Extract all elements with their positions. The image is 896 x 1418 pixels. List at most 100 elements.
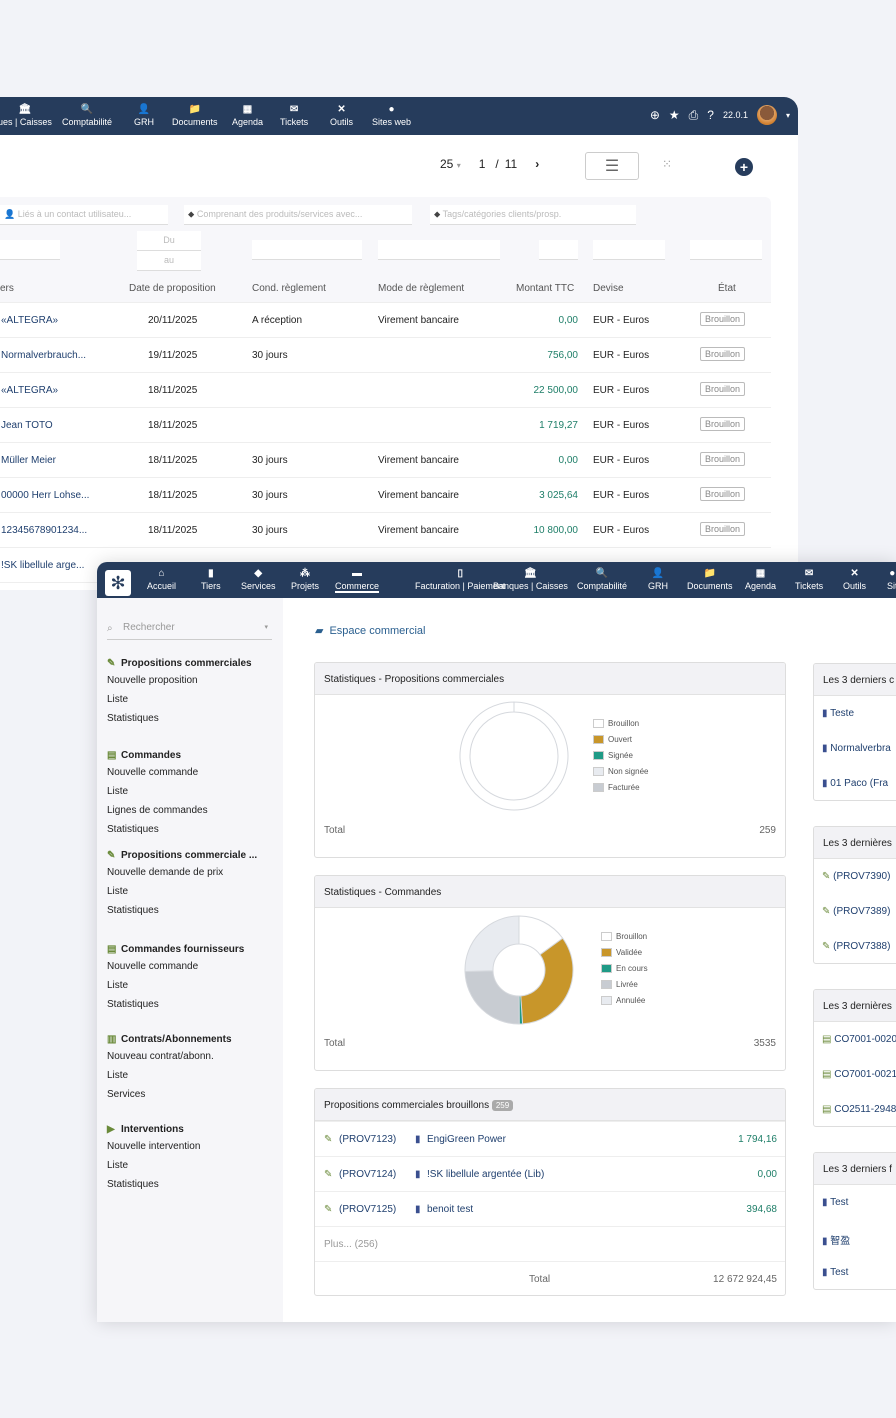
col-etat[interactable]: État — [718, 283, 736, 294]
printer-icon[interactable]: ⎙ — [688, 107, 699, 122]
next-page-icon[interactable]: › — [535, 157, 540, 171]
nav-item-3[interactable]: 📁 Documents — [172, 103, 218, 127]
draft-ref[interactable]: (PROV7124) — [339, 1169, 397, 1180]
sidebar-item[interactable]: Liste — [107, 786, 129, 797]
recent-item[interactable]: ▮ Test — [822, 1197, 849, 1208]
cell-tiers[interactable]: Jean TOTO — [1, 420, 53, 431]
nav-item-4[interactable]: ▦ Agenda — [232, 103, 263, 127]
table-row[interactable]: 00000 Herr Lohse... 18/11/2025 30 jours Vir… — [0, 477, 771, 512]
cell-tiers[interactable]: Müller Meier — [1, 455, 57, 466]
status-filter-select[interactable] — [690, 240, 762, 260]
currency-filter-select[interactable] — [593, 240, 665, 260]
more-link[interactable]: Plus... (256) — [324, 1239, 378, 1250]
col-montant[interactable]: Montant TTC — [516, 283, 575, 294]
sidebar-group-title[interactable]: ▤ Commandes — [107, 750, 182, 761]
recent-item[interactable]: ▤ CO2511-2948 — [822, 1104, 896, 1115]
recent-item[interactable]: ▤ CO7001-0020 — [822, 1034, 896, 1045]
sidebar-item[interactable]: Nouvelle intervention — [107, 1141, 201, 1152]
sidebar-item[interactable]: Nouvelle demande de prix — [107, 867, 224, 878]
kanban-view-button[interactable]: ⁙ — [662, 157, 673, 171]
sidebar-group-title[interactable]: ▤ Commandes fournisseurs — [107, 944, 245, 955]
draft-ref[interactable]: (PROV7125) — [339, 1204, 397, 1215]
chevron-down-icon[interactable]: ▾ — [785, 110, 790, 120]
sidebar-item[interactable]: Statistiques — [107, 905, 159, 916]
list-view-button[interactable]: ☰ — [585, 152, 639, 180]
mode-filter-select[interactable] — [378, 240, 500, 260]
recent-item[interactable]: ✎ (PROV7388) — [822, 941, 891, 952]
sidebar-group-title[interactable]: ▶ Interventions — [107, 1124, 184, 1135]
sidebar-item[interactable]: Liste — [107, 1070, 129, 1081]
sidebar-item[interactable]: Statistiques — [107, 824, 159, 835]
nav-item-12[interactable]: ✕ Outils — [843, 567, 866, 591]
cell-tiers[interactable]: 12345678901234... — [1, 525, 88, 536]
nav-item-13[interactable]: ● Sit — [887, 567, 896, 591]
sidebar-item[interactable]: Nouvelle commande — [107, 767, 199, 778]
date-from-input[interactable]: Du — [137, 231, 201, 251]
draft-client[interactable]: EngiGreen Power — [427, 1134, 506, 1145]
sidebar-item[interactable]: Liste — [107, 980, 129, 991]
table-row[interactable]: Müller Meier 18/11/2025 30 jours Virement b… — [0, 442, 771, 477]
nav-item-11[interactable]: ✉ Tickets — [795, 567, 823, 591]
products-filter[interactable]: ⬥ Comprenant des produits/services avec.… — [184, 205, 412, 225]
nav-item-2[interactable]: 👤 GRH — [134, 103, 154, 127]
draft-client[interactable]: !SK libellule argentée (Lib) — [427, 1169, 545, 1180]
sidebar-item[interactable]: Nouveau contrat/abonn. — [107, 1051, 214, 1062]
nav-item-0[interactable]: 🏛 ues | Caisses — [0, 103, 52, 127]
recent-item[interactable]: ▮ Test — [822, 1267, 849, 1278]
star-icon[interactable]: ★ — [668, 108, 680, 122]
more-row[interactable]: Plus... (256) — [315, 1226, 785, 1261]
sidebar-item[interactable]: Services — [107, 1089, 146, 1100]
draft-row[interactable]: ✎ (PROV7123) ▮ EngiGreen Power 1 794,16 — [315, 1121, 785, 1156]
cond-filter-select[interactable] — [252, 240, 362, 260]
recent-item[interactable]: ▮ Normalverbra — [822, 743, 891, 754]
sidebar-search-input[interactable]: ⌕ Rechercher ▾ — [107, 622, 272, 640]
cell-tiers[interactable]: Normalverbrauch... — [1, 350, 87, 361]
recent-item[interactable]: ▤ CO7001-0021 — [822, 1069, 896, 1080]
avatar[interactable] — [756, 105, 777, 125]
col-date[interactable]: Date de proposition — [129, 283, 216, 294]
add-button[interactable]: + — [735, 158, 753, 176]
recent-item[interactable]: ▮ 01 Paco (Fra — [822, 778, 889, 789]
date-to-input[interactable]: au — [137, 251, 201, 271]
draft-ref[interactable]: (PROV7123) — [339, 1134, 397, 1145]
cell-tiers[interactable]: !SK libellule arge... — [1, 560, 85, 571]
sidebar-item[interactable]: Liste — [107, 694, 129, 705]
nav-item-1[interactable]: ▮ Tiers — [201, 567, 221, 591]
amount-filter-input[interactable] — [539, 240, 578, 260]
nav-item-1[interactable]: 🔍 Comptabilité — [62, 103, 112, 127]
col-tiers[interactable]: ers — [0, 283, 14, 294]
sidebar-item[interactable]: Liste — [107, 886, 129, 897]
sidebar-item[interactable]: Statistiques — [107, 1179, 159, 1190]
recent-item[interactable]: ▮ Teste — [822, 708, 855, 719]
sidebar-item[interactable]: Lignes de commandes — [107, 805, 208, 816]
nav-item-0[interactable]: ⌂ Accueil — [147, 567, 176, 591]
nav-item-7[interactable]: ● Sites web — [372, 103, 411, 127]
draft-row[interactable]: ✎ (PROV7124) ▮ !SK libellule argentée (Lib)… — [315, 1156, 785, 1191]
nav-item-6[interactable]: ✕ Outils — [330, 103, 353, 127]
nav-item-7[interactable]: 🔍 Comptabilité — [577, 567, 627, 591]
nav-item-4[interactable]: ▬ Commerce — [335, 567, 380, 593]
sidebar-group-title[interactable]: ✎ Propositions commerciales — [107, 658, 252, 669]
per-page-select[interactable]: 25 ▾ — [440, 157, 461, 171]
table-row[interactable]: «ALTEGRA» 18/11/2025 22 500,00 EUR - Euros B… — [0, 372, 771, 407]
sidebar-item[interactable]: Statistiques — [107, 713, 159, 724]
draft-row[interactable]: ✎ (PROV7125) ▮ benoit test 394,68 — [315, 1191, 785, 1226]
recent-item[interactable]: ✎ (PROV7389) — [822, 906, 891, 917]
nav-item-5[interactable]: ▯ Facturation | Paiement — [415, 567, 505, 591]
page-input[interactable]: 1 — [478, 157, 486, 171]
tags-filter[interactable]: ⬥ Tags/catégories clients/prosp. — [430, 205, 636, 225]
nav-item-6[interactable]: 🏛 Banques | Caisses — [493, 567, 568, 591]
table-row[interactable]: 12345678901234... 18/11/2025 30 jours Virem… — [0, 512, 771, 547]
table-row[interactable]: «ALTEGRA» 20/11/2025 A réception Virement b… — [0, 302, 771, 337]
sidebar-item[interactable]: Nouvelle commande — [107, 961, 199, 972]
sidebar-item[interactable]: Liste — [107, 1160, 129, 1171]
contact-filter[interactable]: 👤 Liés à un contact utilisateu... — [0, 205, 168, 225]
sidebar-item[interactable]: Nouvelle proposition — [107, 675, 198, 686]
nav-item-8[interactable]: 👤 GRH — [648, 567, 668, 591]
nav-item-10[interactable]: ▦ Agenda — [745, 567, 776, 591]
col-cond[interactable]: Cond. règlement — [252, 283, 326, 294]
sidebar-group-title[interactable]: ✎ Propositions commerciale ... — [107, 850, 258, 861]
help-icon[interactable]: ? — [707, 108, 714, 122]
sidebar-item[interactable]: Statistiques — [107, 999, 159, 1010]
dolibarr-logo[interactable]: ✻ — [105, 570, 131, 596]
